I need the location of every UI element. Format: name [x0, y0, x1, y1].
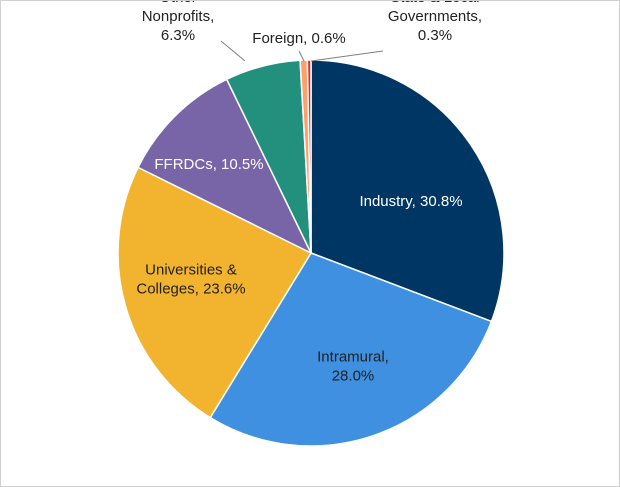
slice-label-6: State & Local Governments, 0.3%: [388, 1, 482, 44]
slice-label-2-line-1: Colleges, 23.6%: [136, 281, 245, 298]
pie-slice-6: [306, 59, 312, 254]
pie-slice-1: [209, 252, 493, 447]
slice-label-1-line-1: 28.0%: [332, 368, 375, 385]
slice-label-0-line-0: Industry, 30.8%: [359, 193, 462, 210]
slice-label-2-line-0: Universities &: [145, 262, 237, 279]
slice-label-5: Foreign, 0.6%: [252, 30, 345, 47]
slice-label-6-line-0: State & Local: [390, 1, 479, 6]
pie-slice-3: [137, 78, 313, 255]
slice-label-4-line-0: Other: [159, 1, 197, 6]
slice-label-6-line-1: Governments,: [388, 8, 482, 25]
labels-layer: Industry, 30.8% Intramural, 28.0% Universit…: [136, 1, 482, 385]
slice-label-0: Industry, 30.8%: [359, 193, 462, 210]
slice-label-4-line-1: Nonprofits,: [142, 8, 215, 25]
slices-layer: [117, 59, 505, 447]
leaders-layer: [220, 40, 384, 62]
slice-label-3: FFRDCs, 10.5%: [154, 156, 263, 173]
slice-label-4-line-2: 6.3%: [161, 27, 195, 44]
leader-line-6: [310, 50, 384, 62]
slice-label-3-line-0: FFRDCs, 10.5%: [154, 156, 263, 173]
slice-label-6-line-2: 0.3%: [418, 27, 452, 44]
slice-label-5-line-0: Foreign, 0.6%: [252, 30, 345, 47]
slice-label-1: Intramural, 28.0%: [317, 349, 389, 385]
pie-slice-0: [310, 59, 505, 323]
leader-line-4: [220, 40, 246, 62]
slice-label-2: Universities & Colleges, 23.6%: [136, 262, 245, 298]
leader-line-5: [298, 50, 305, 62]
slice-label-1-line-0: Intramural,: [317, 349, 389, 366]
slice-label-4: Other Nonprofits, 6.3%: [142, 1, 215, 44]
